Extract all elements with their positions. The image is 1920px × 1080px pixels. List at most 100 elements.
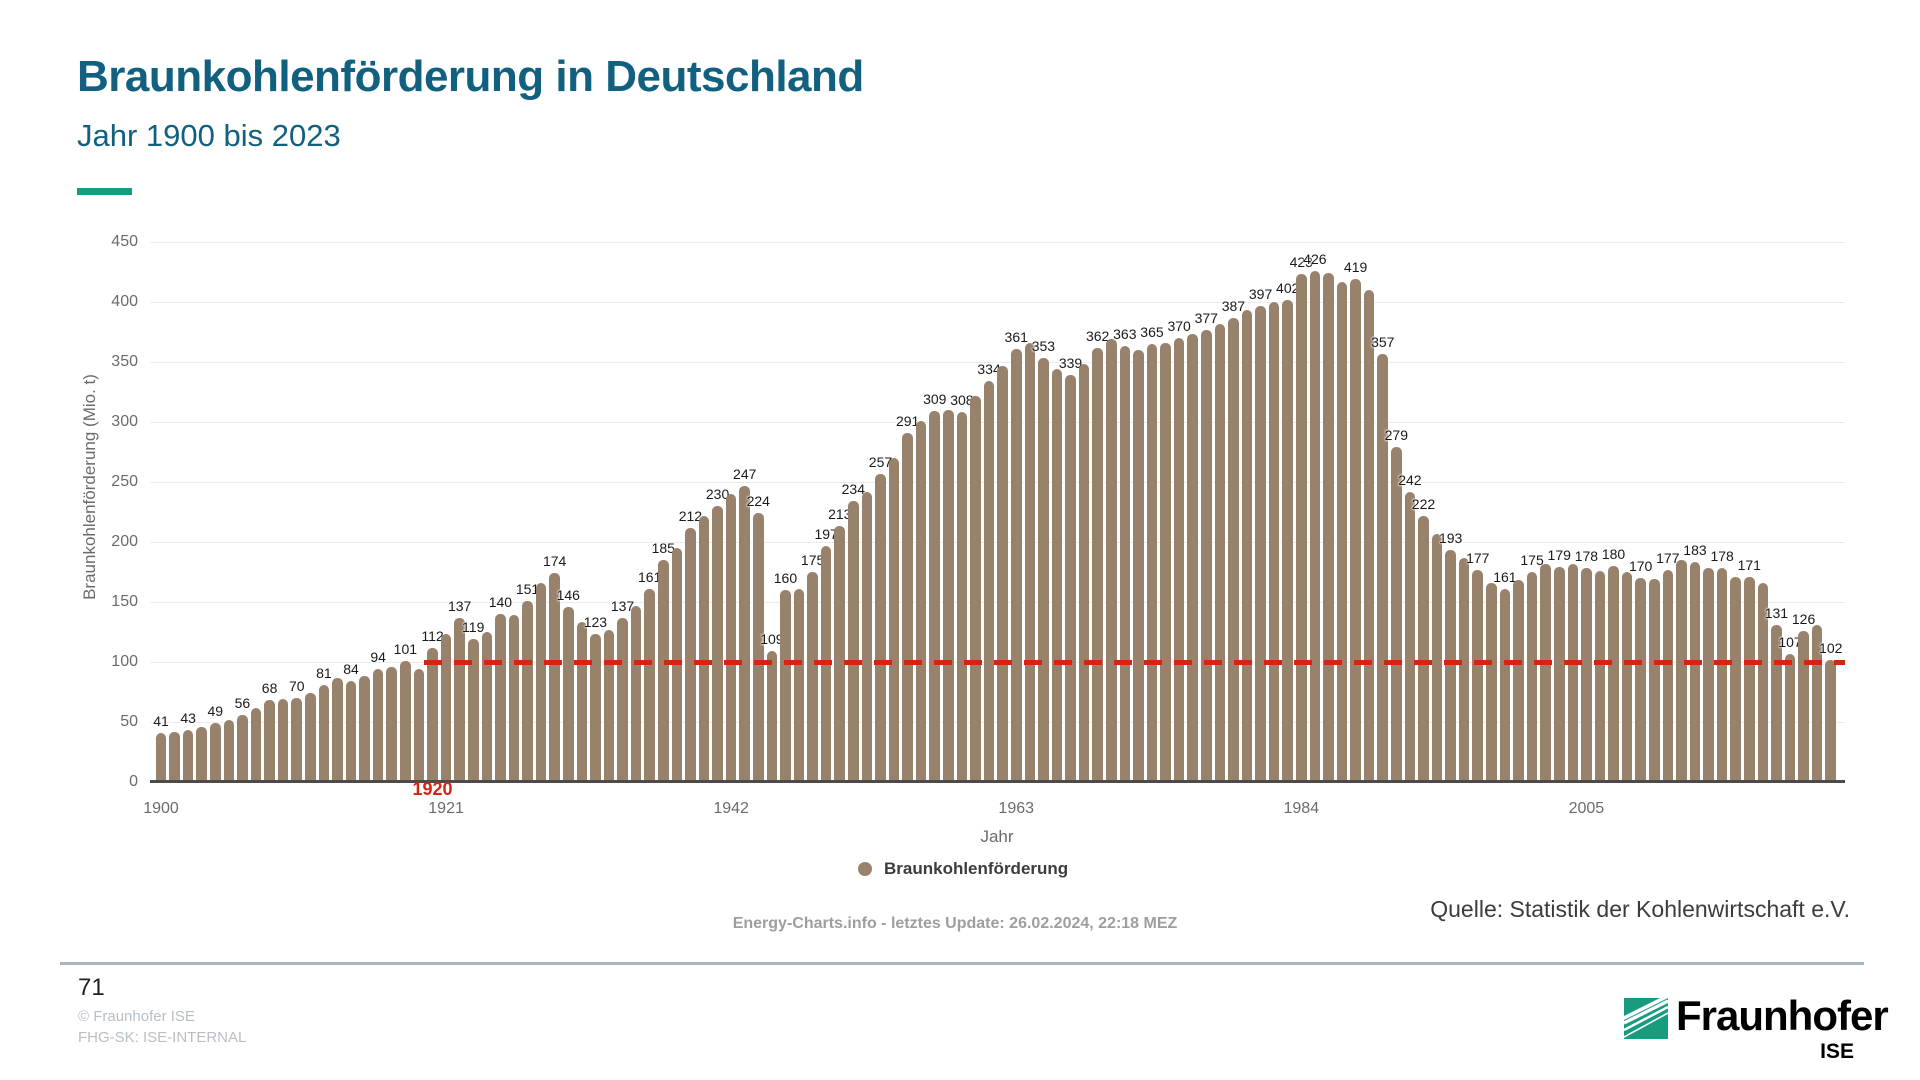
- bar-2009[interactable]: [1635, 578, 1646, 782]
- bar-1959[interactable]: [956, 412, 968, 782]
- bar-2019[interactable]: [1771, 624, 1782, 782]
- bar-1960[interactable]: [970, 395, 981, 782]
- bar-1929[interactable]: [549, 573, 560, 782]
- bar-1973[interactable]: [1146, 344, 1158, 782]
- bar-1969[interactable]: [1092, 347, 1103, 782]
- bar-1938[interactable]: [671, 548, 683, 782]
- bar-1970[interactable]: [1105, 339, 1117, 782]
- bar-2023[interactable]: [1825, 659, 1837, 782]
- bar-2003[interactable]: [1553, 567, 1565, 782]
- bar-1993[interactable]: [1418, 515, 1429, 782]
- bar-1980[interactable]: [1241, 310, 1253, 782]
- bar-1971[interactable]: [1119, 346, 1131, 782]
- bar-1957[interactable]: [929, 411, 941, 782]
- bar-1922[interactable]: [454, 617, 465, 782]
- bar-1954[interactable]: [888, 458, 900, 782]
- bar-1966[interactable]: [1051, 369, 1063, 782]
- bar-1992[interactable]: [1404, 491, 1416, 782]
- bar-2011[interactable]: [1662, 569, 1674, 782]
- bar-2013[interactable]: [1689, 562, 1701, 782]
- bar-1936[interactable]: [644, 588, 655, 782]
- bar-1995[interactable]: [1445, 550, 1456, 782]
- bar-1924[interactable]: [481, 632, 493, 782]
- bar-2012[interactable]: [1676, 560, 1687, 782]
- bar-1942[interactable]: [725, 494, 737, 782]
- bar-2000[interactable]: [1513, 580, 1524, 782]
- bar-1946[interactable]: [780, 590, 791, 782]
- bar-2001[interactable]: [1526, 572, 1538, 782]
- bar-1904[interactable]: [210, 723, 221, 782]
- bar-2008[interactable]: [1621, 572, 1633, 782]
- bar-2010[interactable]: [1648, 579, 1660, 782]
- bar-1956[interactable]: [915, 420, 927, 782]
- bar-2002[interactable]: [1540, 563, 1551, 782]
- bar-1903[interactable]: [196, 726, 208, 782]
- bar-1916[interactable]: [372, 669, 384, 782]
- bar-1908[interactable]: [264, 700, 275, 782]
- bar-1933[interactable]: [603, 629, 615, 782]
- bar-2007[interactable]: [1608, 566, 1619, 782]
- bar-1926[interactable]: [508, 615, 520, 782]
- bar-1905[interactable]: [223, 719, 235, 782]
- bar-1997[interactable]: [1472, 569, 1484, 782]
- bar-1940[interactable]: [698, 515, 710, 782]
- bar-1935[interactable]: [630, 605, 642, 782]
- bar-1932[interactable]: [590, 634, 601, 782]
- bar-1968[interactable]: [1078, 364, 1090, 782]
- bar-2015[interactable]: [1716, 568, 1728, 782]
- bar-1987[interactable]: [1336, 281, 1348, 782]
- bar-1925[interactable]: [495, 614, 506, 782]
- bar-1906[interactable]: [237, 714, 248, 782]
- bar-1967[interactable]: [1065, 375, 1076, 782]
- bar-1909[interactable]: [277, 699, 289, 782]
- bar-1985[interactable]: [1309, 270, 1321, 782]
- bar-1947[interactable]: [793, 588, 805, 782]
- bar-2022[interactable]: [1811, 624, 1823, 782]
- bar-1930[interactable]: [562, 606, 574, 782]
- bar-1945[interactable]: [766, 651, 778, 782]
- bar-1902[interactable]: [182, 730, 194, 782]
- bar-2005[interactable]: [1581, 568, 1592, 782]
- bar-1999[interactable]: [1499, 588, 1511, 782]
- bar-1998[interactable]: [1486, 582, 1497, 782]
- bar-1944[interactable]: [753, 513, 764, 782]
- bar-1943[interactable]: [739, 485, 751, 782]
- bar-1979[interactable]: [1228, 317, 1239, 782]
- bar-1961[interactable]: [983, 381, 995, 782]
- bar-1914[interactable]: [345, 681, 357, 782]
- bar-2016[interactable]: [1730, 576, 1741, 782]
- bar-1900[interactable]: [155, 732, 167, 782]
- bar-1948[interactable]: [807, 572, 818, 782]
- bar-1986[interactable]: [1323, 273, 1334, 782]
- bar-1950[interactable]: [834, 526, 846, 782]
- bar-1910[interactable]: [291, 698, 303, 782]
- bar-1977[interactable]: [1200, 329, 1212, 782]
- bar-1921[interactable]: [440, 634, 452, 782]
- bar-1974[interactable]: [1160, 342, 1171, 782]
- bar-2017[interactable]: [1743, 576, 1755, 782]
- bar-1989[interactable]: [1363, 290, 1375, 782]
- bar-1931[interactable]: [576, 622, 588, 782]
- bar-1994[interactable]: [1431, 533, 1443, 782]
- bar-1937[interactable]: [657, 560, 669, 782]
- bar-1934[interactable]: [617, 617, 628, 782]
- bar-1920[interactable]: [427, 647, 438, 782]
- bar-1976[interactable]: [1187, 334, 1198, 782]
- bar-1955[interactable]: [902, 432, 913, 782]
- bar-1972[interactable]: [1133, 350, 1144, 782]
- bar-1984[interactable]: [1296, 274, 1307, 782]
- bar-1923[interactable]: [467, 639, 479, 782]
- legend-item-braunkohlenfoerderung[interactable]: Braunkohlenförderung: [858, 859, 1068, 879]
- bar-2004[interactable]: [1567, 563, 1579, 782]
- bar-1941[interactable]: [712, 506, 723, 782]
- bar-1952[interactable]: [861, 491, 873, 782]
- bar-1917[interactable]: [386, 666, 398, 782]
- bar-1963[interactable]: [1010, 348, 1022, 782]
- bar-2018[interactable]: [1757, 582, 1769, 782]
- bar-1983[interactable]: [1282, 299, 1294, 782]
- bar-1996[interactable]: [1458, 557, 1470, 782]
- bar-1953[interactable]: [875, 473, 886, 782]
- bar-1965[interactable]: [1038, 358, 1049, 782]
- bar-1913[interactable]: [332, 677, 343, 782]
- bar-1958[interactable]: [943, 410, 954, 782]
